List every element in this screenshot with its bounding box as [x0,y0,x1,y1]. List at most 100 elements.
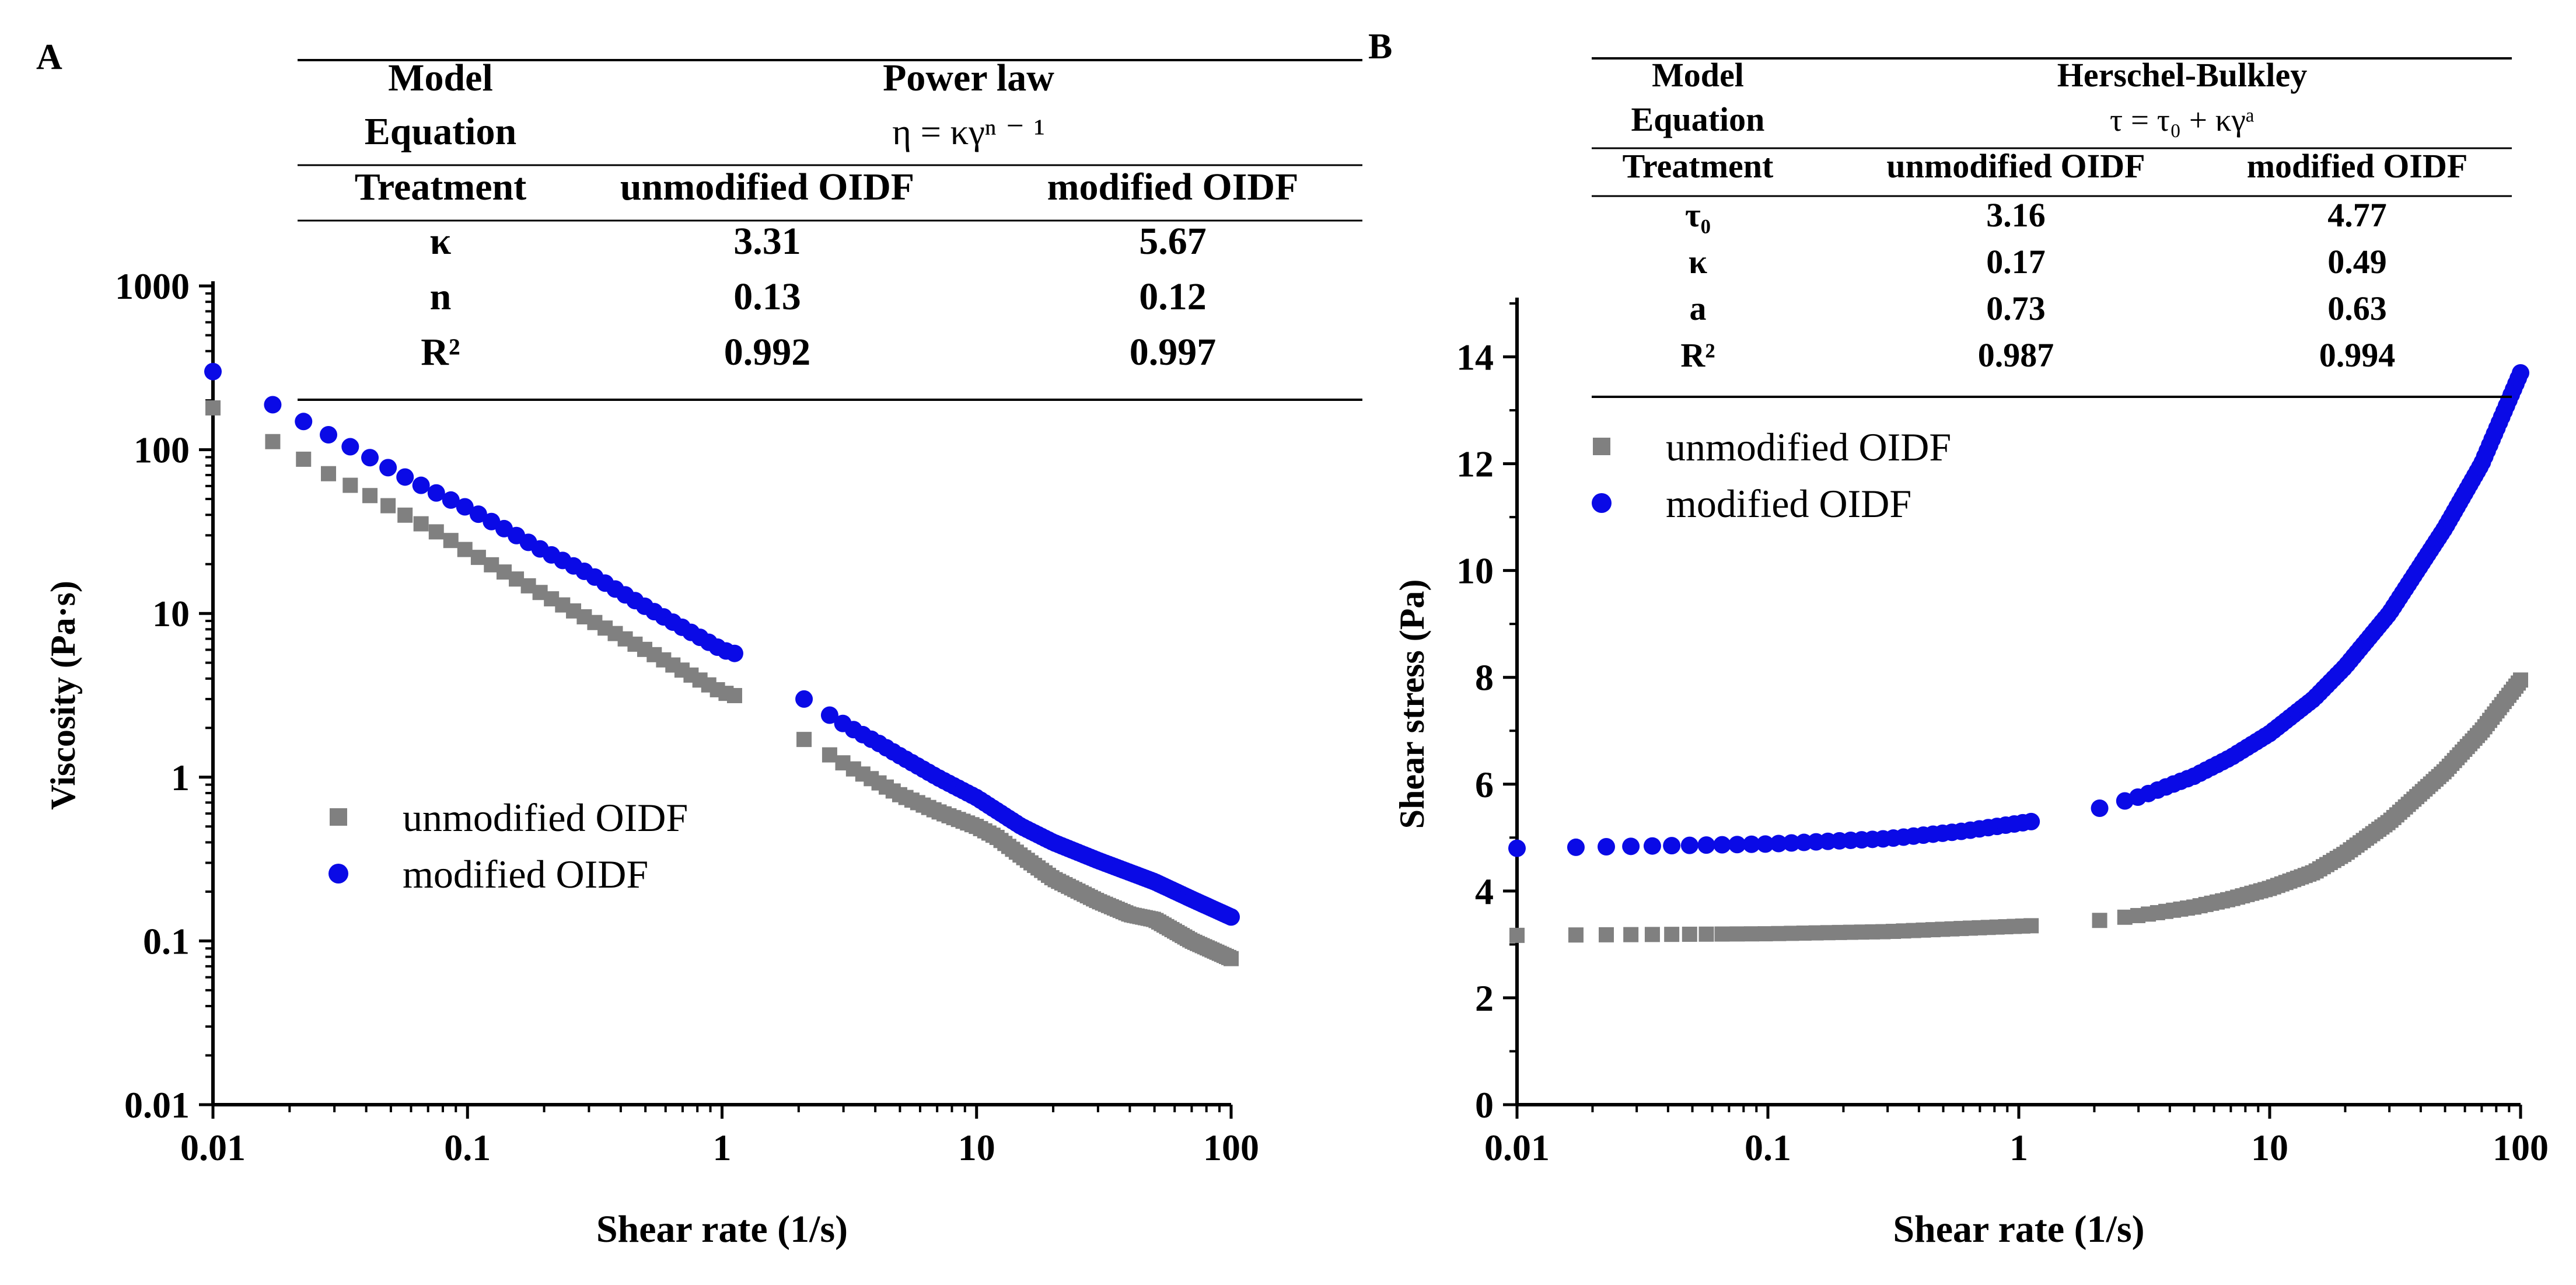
panel-b-x-tick-label: 10 [2251,1127,2288,1168]
panel-b-table-model-name: Herschel-Bulkley [2057,56,2308,94]
panel-b-point [1682,926,1697,942]
panel-a-point [295,413,313,431]
panel-b-point [1664,927,1680,942]
panel-b-table-cell: 4.77 [2327,196,2387,234]
panel-a-legend-label: unmodified OIDF [403,795,688,840]
panel-b-table-cell: 3.16 [1986,196,2046,234]
panel-b-point [1771,926,1787,941]
panel-b-legend-marker [1592,493,1612,513]
panel-b-y-tick-label: 2 [1475,977,1494,1019]
panel-a-table-header: Model [388,57,493,99]
panel-a-point [796,732,812,748]
panel-a-y-tick-label: 10 [152,593,190,634]
panel-b-table-cell: R² [1680,336,1715,374]
panel-b-table-cell: 0.994 [2319,336,2396,374]
panel-a-x-tick-label: 100 [1203,1127,1259,1168]
panel-a-point [443,533,459,549]
panel-b-table-cell: 0.987 [1978,336,2054,374]
panel-b-point [1663,837,1681,855]
panel-b-point [1567,838,1585,856]
panel-b-table-cell: 0.17 [1986,243,2046,281]
panel-a-point [726,687,742,703]
panel-a-y-tick-label: 1000 [115,266,190,307]
panel-a: A 0.01 0.1 1 10 100 0.01 0.1 1 10 100 1000 Shear rat… [36,37,1362,1251]
panel-b-point [1680,836,1698,854]
panel-a-point [427,484,445,502]
panel-a-point [795,690,813,708]
panel-a-x-tick-label: 0.1 [444,1127,491,1168]
panel-a-point [428,524,444,540]
panel-a-point [397,507,413,523]
panel-b-y-tick-label: 10 [1456,550,1494,592]
panel-b-series-unmodified [1509,672,2528,943]
panel-b-point [1509,927,1525,943]
panel-a-legend-marker [328,864,348,884]
panel-b-table-equation-label: Equation [1631,100,1765,138]
panel-b-series-modified [1508,364,2529,857]
panel-a-point [484,557,499,572]
panel-a-x-tick-label: 10 [958,1127,995,1168]
panel-a-point [380,498,396,514]
panel-b-x-axis-label: Shear rate (1/s) [1893,1208,2144,1251]
panel-a-table-cell: 5.67 [1139,220,1207,263]
panel-b-point [2092,913,2107,928]
panel-a-point [341,438,359,456]
panel-a-series-modified [204,362,1240,926]
panel-b-table-header: Model [1652,56,1744,94]
panel-a-table-cell: 0.992 [724,331,811,373]
panel-a-table-cell: 0.13 [733,275,801,318]
panel-b-point [1643,837,1661,855]
panel-b-table-cell: 0.73 [1986,289,2046,327]
panel-b-point [2513,672,2528,688]
panel-b-point [1756,835,1774,853]
panel-a-table-cell: n [430,275,452,318]
panel-b-table-cell: κ [1689,243,1707,281]
panel-b-point [1598,838,1616,856]
panel-a-table-cell: κ [430,220,452,263]
panel-b-y-tick-label: 0 [1475,1084,1494,1126]
panel-a-point [1224,951,1239,966]
panel-b-x-tick-label: 0.1 [1745,1127,1791,1168]
panel-b-point [1697,836,1715,854]
panel-a-y-tick-label: 100 [134,430,190,471]
panel-b-point [1623,927,1639,942]
panel-a-table-cell: R² [421,331,460,373]
panel-a-legend-marker [330,808,347,826]
panel-b-point [2091,799,2109,817]
panel-b-point [1644,927,1660,942]
panel-a-point [264,396,282,414]
panel-a-table-column-header: Treatment [355,166,526,208]
panel-a-table-column-header: modified OIDF [1047,166,1299,208]
panel-a-table-equation: η = κγⁿ ⁻ ¹ [892,111,1045,152]
panel-b-point [1770,834,1788,853]
panel-b-table-cell: 0.63 [2327,289,2387,327]
panel-b-table-cell: 0.49 [2327,243,2387,281]
panel-a-y-tick-label: 0.1 [143,920,190,962]
panel-a-point [456,498,474,516]
panel-b-y-tick-label: 4 [1475,871,1494,912]
panel-b-x-tick-label: 100 [2493,1127,2549,1168]
panel-b-table-equation: τ = τ₀ + κγᵃ [2110,102,2255,138]
panel-b-y-tick-label: 6 [1475,764,1494,805]
panel-b-point [1729,926,1745,942]
panel-b-point [2512,364,2529,382]
panel-a-point [296,451,312,467]
panel-a-point [725,644,743,662]
panel-a-legend-label: modified OIDF [403,852,648,896]
panel-b-point [1743,926,1759,942]
panel-b-table-column-header: modified OIDF [2247,147,2468,185]
panel-a-point [342,477,358,493]
panel-b-point [1698,926,1714,942]
panel-a-point [822,747,837,763]
panel-a-point [362,488,378,504]
panel-a-table-model-name: Power law [883,57,1054,99]
panel-a-point [442,491,460,509]
panel-b-y-axis-label: Shear stress (Pa) [1393,579,1431,829]
panel-a-point [413,516,429,532]
panel-b-point [1568,927,1584,943]
panel-a-point [1222,908,1240,926]
panel-a-point [820,706,838,724]
panel-b-table-column-header: unmodified OIDF [1886,147,2145,185]
panel-a-x-axis-label: Shear rate (1/s) [596,1208,848,1251]
panel-b-point [1757,926,1773,942]
